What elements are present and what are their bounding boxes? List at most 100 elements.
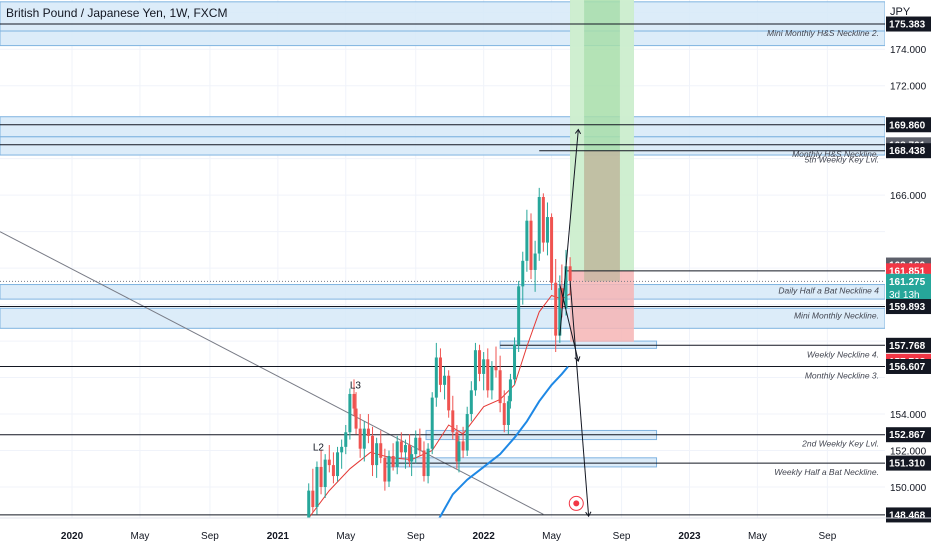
candle-body-3: [319, 466, 323, 487]
time-tick-label: Sep: [407, 531, 425, 542]
candle-body-19: [383, 457, 387, 482]
price-tick-label: 150.000: [890, 483, 927, 494]
candle-body-54: [521, 260, 525, 287]
candle-body-37: [455, 432, 459, 462]
price-tag-label-5: 161.851: [889, 266, 926, 277]
candle-body-23: [399, 441, 403, 453]
price-tag-bg-0: [886, 16, 931, 32]
price-tag-bg-8: [886, 299, 931, 315]
position-overlap-zone: [584, 150, 620, 282]
candle-body-39: [461, 441, 465, 451]
event-marker-dot: [573, 500, 580, 507]
price-tag-label-8: 159.893: [889, 302, 926, 313]
candle-body-17: [375, 443, 379, 466]
time-tick-label: Sep: [613, 531, 631, 542]
price-tag-bg-13: [886, 455, 931, 471]
candle-body-29: [422, 450, 426, 477]
candle-body-40: [465, 414, 469, 451]
candle-body-61: [550, 217, 554, 283]
candle-body-0: [307, 490, 311, 518]
time-tick-label: Sep: [818, 531, 836, 542]
price-tag-label-11: 156.607: [889, 362, 926, 373]
candle-body-45: [486, 359, 490, 391]
candle-body-65: [564, 266, 568, 309]
price-tag-bg-1: [886, 117, 931, 133]
candle-body-10: [348, 393, 352, 433]
candle-body-15: [366, 428, 370, 436]
candle-body-28: [418, 437, 422, 451]
price-tag-bg-12: [886, 427, 931, 443]
candle-body-43: [478, 350, 482, 374]
position-target-edge-left: [570, 0, 585, 271]
candle-body-41: [469, 390, 473, 415]
price-tag-label-9: 157.768: [889, 341, 926, 352]
candle-body-55: [525, 220, 529, 261]
candle-body-49: [502, 403, 506, 425]
candle-body-53: [517, 286, 521, 345]
candle-body-66: [568, 266, 572, 281]
time-tick-label: 2023: [678, 531, 701, 542]
price-tag-label-14: 148.468: [889, 510, 926, 521]
time-tick-label: May: [748, 531, 767, 542]
price-tick-label: 154.000: [890, 410, 927, 421]
candle-body-59: [541, 196, 545, 243]
currency-label: JPY: [890, 6, 911, 18]
candle-body-14: [362, 428, 366, 449]
annotation-l3: L3: [350, 381, 362, 392]
price-tag-label-3: 168.438: [889, 146, 926, 157]
level-label-6: Mini Monthly Neckline.: [794, 311, 879, 321]
time-tick-label: May: [131, 531, 150, 542]
candle-body-64: [560, 288, 564, 309]
candle-body-62: [554, 282, 558, 336]
time-tick-label: May: [336, 531, 355, 542]
level-label-10: Weekly Half a Bat Neckline.: [774, 467, 879, 477]
level-label-8: Monthly Neckline 3.: [805, 370, 879, 380]
candle-body-27: [414, 437, 418, 455]
price-tick-label: 172.000: [890, 82, 927, 93]
candle-body-33: [438, 357, 442, 385]
price-tag-bg-3: [886, 143, 931, 159]
candle-body-5: [327, 459, 331, 466]
zone-8: [384, 457, 658, 468]
candle-body-2: [315, 466, 319, 508]
time-tick-label: 2022: [473, 531, 496, 542]
price-tag-label-1: 169.860: [889, 120, 926, 131]
candle-body-42: [473, 350, 477, 391]
candle-body-57: [533, 253, 537, 270]
annotation-l2: L2: [313, 443, 325, 454]
candle-body-32: [434, 357, 438, 398]
projection-line-0: [559, 129, 579, 336]
time-tick-label: May: [542, 531, 561, 542]
candle-body-11: [352, 393, 356, 409]
zone-5: [0, 307, 885, 329]
price-tag-bg-11: [886, 358, 931, 374]
candle-body-16: [371, 435, 375, 466]
level-label-2: Monthly H&S Neckline.: [792, 149, 879, 159]
candle-body-18: [379, 443, 383, 458]
candle-body-44: [482, 359, 486, 374]
candle-body-50: [506, 401, 510, 425]
price-tag-bg-9: [886, 337, 931, 353]
candle-body-52: [513, 344, 517, 380]
candle-body-30: [426, 448, 430, 477]
price-tag-label-13: 151.310: [889, 459, 926, 470]
level-label-3: 5th Weekly Key Lvl.: [805, 155, 880, 165]
candle-body-6: [331, 465, 335, 477]
candle-body-35: [447, 375, 451, 411]
zone-2: [0, 116, 885, 138]
candle-body-21: [391, 455, 395, 467]
level-label-7: Weekly Neckline 4.: [807, 349, 879, 359]
candle-body-12: [354, 408, 358, 429]
candle-body-8: [340, 446, 344, 453]
candle-body-46: [490, 366, 494, 391]
projection-line-2: [569, 280, 590, 517]
projection-arrowhead-0: [574, 128, 582, 135]
candle-body-34: [443, 375, 447, 385]
candle-body-13: [358, 428, 362, 449]
candle-body-60: [545, 217, 549, 243]
zone-4: [0, 284, 885, 300]
projection-arrowhead-2: [585, 511, 592, 518]
candle-body-7: [336, 452, 340, 477]
